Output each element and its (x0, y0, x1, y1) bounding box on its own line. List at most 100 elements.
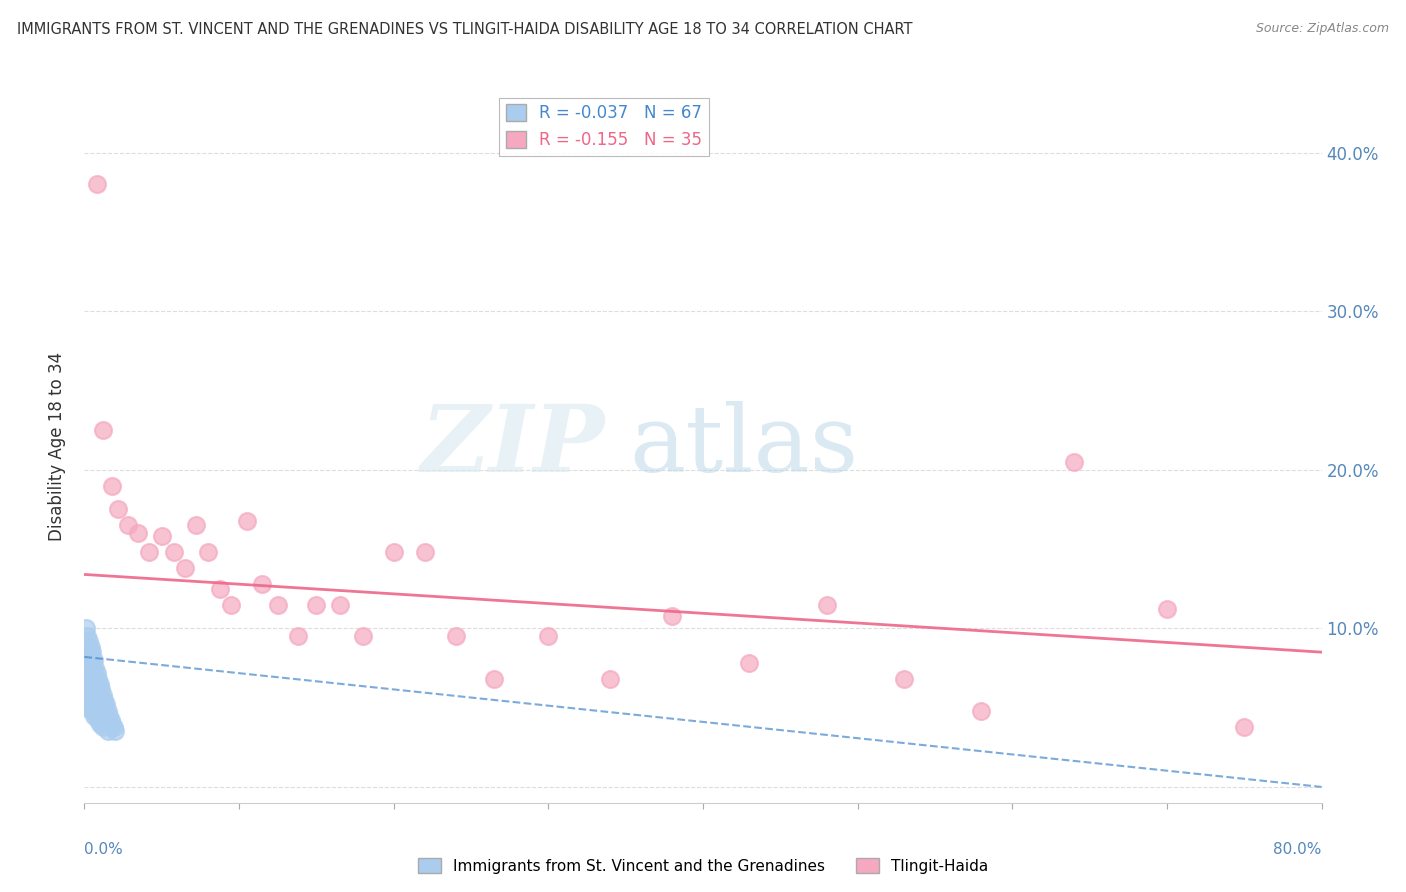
Point (94, 698, 117, 712)
Point (79, 649, 101, 664)
Point (184, 518, 207, 533)
Point (1156, 602, 1178, 616)
Point (86, 178, 108, 192)
Point (75, 657, 97, 671)
Point (84, 661, 107, 675)
Point (89, 677, 111, 691)
Point (83, 653, 105, 667)
Point (444, 629, 467, 643)
Point (87, 685, 110, 699)
Point (82, 669, 104, 683)
Point (150, 529, 173, 543)
Point (93, 692, 115, 706)
Point (83, 665, 105, 680)
Text: 0.0%: 0.0% (84, 842, 124, 857)
Point (138, 545, 160, 559)
Point (77, 643, 100, 657)
Text: Source: ZipAtlas.com: Source: ZipAtlas.com (1256, 22, 1389, 36)
Point (79, 640, 101, 655)
Point (738, 657, 761, 671)
Point (90, 681, 112, 696)
Point (104, 724, 127, 739)
Point (103, 720, 125, 734)
Point (77, 681, 100, 696)
Point (86, 708, 108, 723)
Point (77, 653, 100, 667)
Point (75, 669, 97, 683)
Point (87, 714, 110, 728)
Legend: R = -0.037   N = 67, R = -0.155   N = 35: R = -0.037 N = 67, R = -0.155 N = 35 (499, 97, 709, 155)
Point (174, 561, 197, 575)
Point (250, 577, 273, 591)
Point (84, 672, 107, 686)
Legend: Immigrants from St. Vincent and the Grenadines, Tlingit-Haida: Immigrants from St. Vincent and the Gren… (412, 852, 994, 880)
Point (84, 704, 107, 718)
Point (89, 716, 111, 731)
Point (76, 677, 98, 691)
Point (76, 629, 98, 643)
Point (1063, 455, 1085, 469)
Point (599, 672, 621, 686)
Point (82, 704, 104, 718)
Text: ZIP: ZIP (420, 401, 605, 491)
Point (83, 678, 105, 692)
Point (76, 661, 98, 675)
Point (76, 649, 98, 664)
Point (815, 598, 838, 612)
Point (84, 685, 107, 699)
Point (893, 672, 915, 686)
Point (86, 688, 108, 702)
Point (82, 657, 104, 671)
Point (83, 698, 105, 712)
Point (484, 672, 506, 686)
Point (107, 502, 129, 516)
Point (267, 598, 290, 612)
Point (79, 672, 101, 686)
Point (91, 423, 114, 437)
Point (101, 478, 124, 492)
Point (413, 545, 436, 559)
Point (970, 704, 993, 718)
Point (77, 665, 100, 680)
Point (96, 724, 118, 739)
Point (382, 545, 405, 559)
Point (537, 629, 560, 643)
Point (197, 545, 219, 559)
Point (1233, 720, 1256, 734)
Point (75, 645, 97, 659)
Point (76, 700, 98, 714)
Point (77, 634, 100, 648)
Point (75, 685, 97, 699)
Point (219, 598, 242, 612)
Point (89, 700, 111, 714)
Point (328, 598, 352, 612)
Point (127, 526, 149, 541)
Point (93, 704, 115, 718)
Point (117, 518, 139, 533)
Point (91, 720, 114, 734)
Point (101, 716, 124, 731)
Point (89, 688, 111, 702)
Point (76, 640, 98, 655)
Point (79, 661, 101, 675)
Point (86, 665, 108, 680)
Point (163, 545, 186, 559)
Point (82, 645, 104, 659)
Point (352, 629, 374, 643)
Point (79, 700, 101, 714)
Point (77, 692, 100, 706)
Point (75, 621, 97, 635)
Point (661, 608, 683, 623)
Point (76, 688, 98, 702)
Point (91, 688, 114, 702)
Point (305, 598, 328, 612)
Point (235, 514, 259, 528)
Point (91, 700, 114, 714)
Point (287, 629, 309, 643)
Point (98, 708, 121, 723)
Point (82, 692, 104, 706)
Text: atlas: atlas (628, 401, 858, 491)
Point (79, 688, 101, 702)
Text: IMMIGRANTS FROM ST. VINCENT AND THE GRENADINES VS TLINGIT-HAIDA DISABILITY AGE 1: IMMIGRANTS FROM ST. VINCENT AND THE GREN… (17, 22, 912, 37)
Point (209, 582, 232, 596)
